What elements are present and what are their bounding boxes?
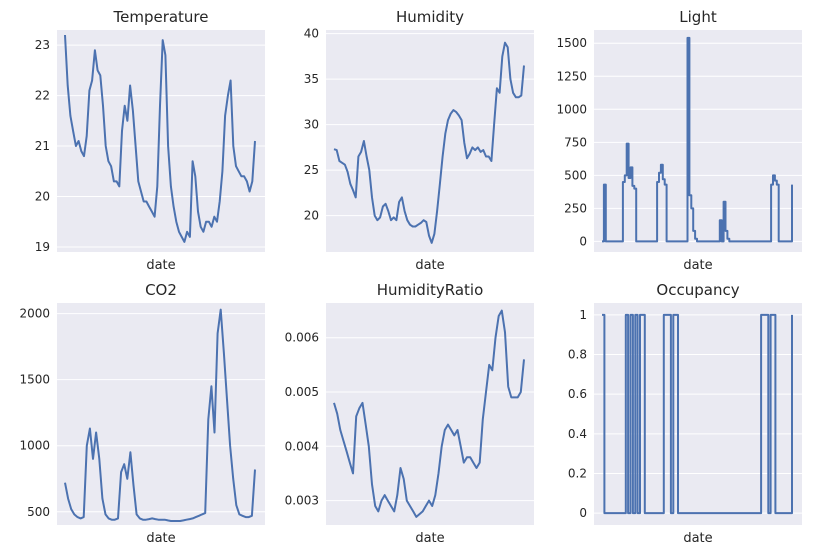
y-tick-label: 19 [35,240,50,254]
y-tick-label: 0.006 [285,331,319,345]
y-tick-label: 30 [304,118,319,132]
y-tick-label: 0.004 [285,439,319,453]
chart-panel-5: 0.003 0.004 0.005 0.006 HumidityRatio date [285,281,534,546]
y-tick-label: 0.005 [285,385,319,399]
y-tick-label: 1 [579,308,587,322]
x-axis-label: date [146,531,175,546]
series-line-1 [333,41,525,244]
chart-title: Humidity [396,8,464,26]
y-tick-label: 21 [35,139,50,153]
plot-area [326,303,534,525]
x-axis-label: date [683,531,712,546]
chart-panel-3: 0 250 500 750 1000 1250 1500 Light date [556,8,802,273]
y-tick-label: 0.2 [568,466,587,480]
y-tick-label: 0.4 [568,427,587,441]
y-tick-label: 25 [304,163,319,177]
y-tick-label: 35 [304,72,319,86]
y-tick-label: 0.6 [568,387,587,401]
chart-panel-4: 500 1000 1500 2000 CO2 date [19,281,265,546]
y-tick-label: 750 [564,135,587,149]
y-tick-label: 500 [27,505,50,519]
y-tick-label: 500 [564,168,587,182]
series-line-1 [333,309,525,518]
chart-title: CO2 [145,281,177,299]
y-tick-label: 22 [35,89,50,103]
series-line-1 [602,313,793,515]
series-line-1 [602,36,793,243]
chart-title: Occupancy [656,281,739,299]
y-tick-label: 0.8 [568,348,587,362]
y-tick-label: 20 [35,190,50,204]
y-tick-label: 1000 [556,102,587,116]
y-tick-label: 1500 [19,373,50,387]
series-line-1 [64,308,256,522]
y-tick-label: 0 [579,506,587,520]
y-tick-label: 1500 [556,36,587,50]
y-tick-label: 40 [304,27,319,41]
plot-area [594,30,802,252]
x-axis-label: date [146,258,175,273]
series-line-1 [64,34,256,243]
y-tick-label: 250 [564,201,587,215]
plot-area [326,30,534,252]
chart-title: HumidityRatio [377,281,484,299]
x-axis-label: date [415,531,444,546]
chart-panel-6: 0 0.2 0.4 0.6 0.8 1 Occupancy date [568,281,802,546]
y-tick-label: 20 [304,209,319,223]
y-tick-label: 0 [579,234,587,248]
chart-panel-2: 20 25 30 35 40 Humidity date [304,8,534,273]
y-tick-label: 23 [35,38,50,52]
chart-title: Light [679,8,717,26]
y-tick-label: 0.003 [285,494,319,508]
plot-area [57,303,265,525]
x-axis-label: date [683,258,712,273]
y-tick-label: 1000 [19,439,50,453]
chart-title: Temperature [112,8,208,26]
y-tick-label: 1250 [556,69,587,83]
y-tick-label: 2000 [19,307,50,321]
x-axis-label: date [415,258,444,273]
chart-panel-1: 19 20 21 22 23 Temperature date [35,8,265,273]
